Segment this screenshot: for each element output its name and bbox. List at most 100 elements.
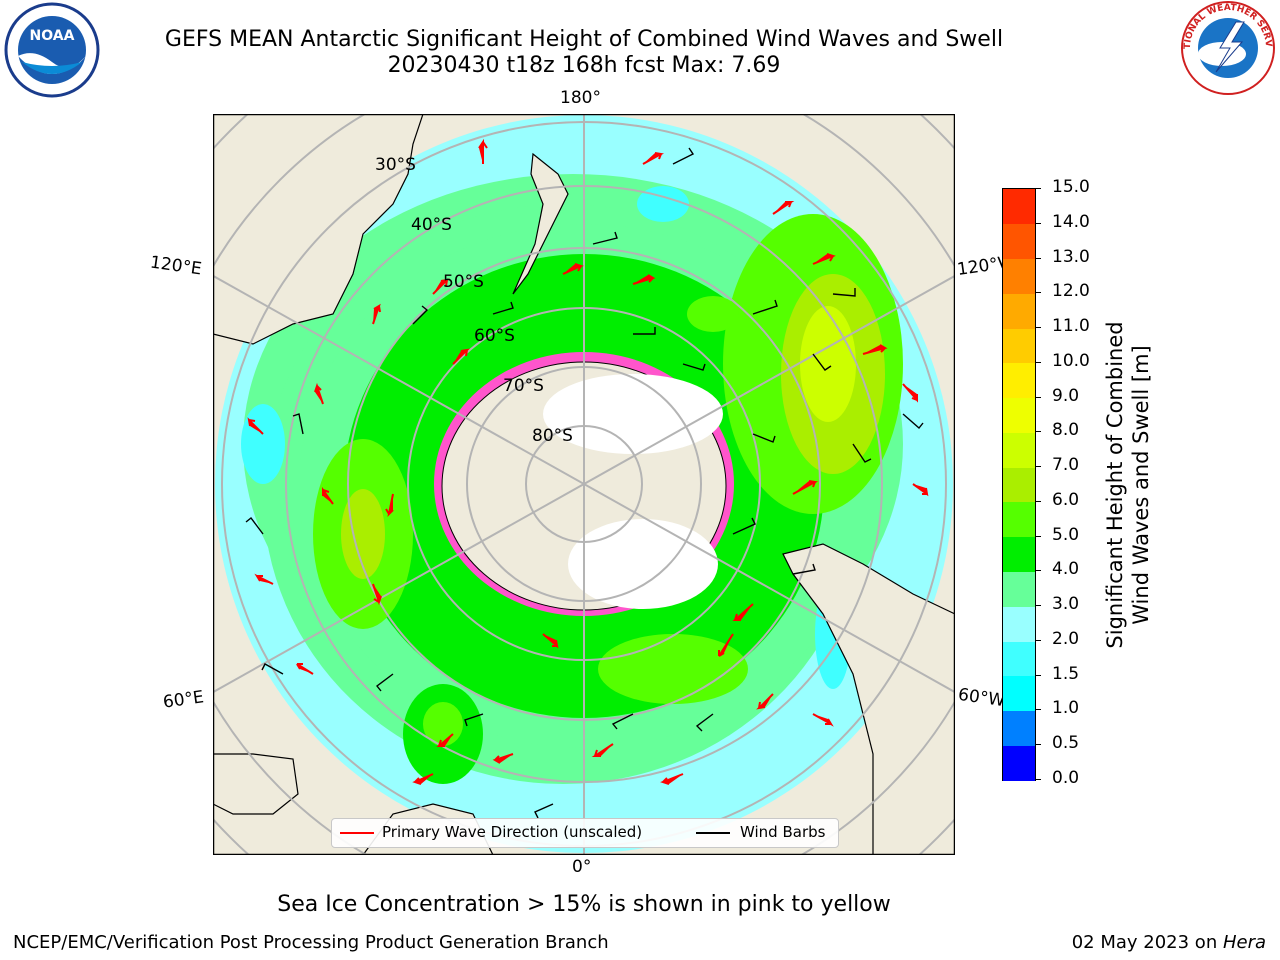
wind-barb — [592, 231, 618, 245]
wave-arrow — [452, 348, 470, 365]
colorbar-tick-label: 5.0 — [1052, 524, 1080, 545]
colorbar-segment — [1003, 710, 1035, 746]
meridian-label-0: 0° — [572, 857, 592, 877]
lat-label-50: 50°S — [443, 272, 484, 292]
colorbar-tick-mark — [1035, 779, 1041, 780]
wave-arrow — [812, 713, 834, 727]
colorbar-tick-label: 8.0 — [1052, 420, 1080, 441]
wave-arrow — [732, 603, 754, 621]
south-america-land — [782, 543, 955, 855]
colorbar-segment — [1003, 362, 1035, 399]
graticule — [213, 114, 955, 855]
wind-barb — [492, 301, 514, 315]
colorbar-tick-label: 2.0 — [1052, 628, 1080, 649]
lat-label-70: 70°S — [503, 376, 544, 396]
colorbar-tick-label: 1.0 — [1052, 698, 1080, 719]
wave-arrow — [718, 633, 734, 657]
colorbar-tick-mark — [1035, 709, 1041, 711]
colorbar-tick-mark — [1035, 188, 1041, 189]
colorbar-label-line1: Significant Height of Combined — [1103, 321, 1127, 649]
wave-arrow — [247, 417, 264, 435]
polar-map: 30°S 40°S 50°S 60°S 70°S 80°S — [212, 113, 956, 856]
wave-arrow — [254, 573, 274, 585]
wave-arrow — [372, 583, 382, 606]
colorbar-segment — [1003, 675, 1035, 712]
colorbar-segment — [1003, 293, 1035, 329]
australia-land — [213, 114, 424, 345]
wave-arrow — [792, 480, 819, 495]
wind-barb — [682, 363, 706, 371]
wind-barb — [245, 517, 264, 535]
wave-arrow — [432, 278, 450, 295]
colorbar-label-line2: Wind Waves and Swell [m] — [1129, 345, 1153, 625]
wave-arrow — [912, 483, 929, 497]
colorbar-tick-mark — [1035, 222, 1041, 224]
madagascar-land — [213, 753, 299, 815]
colorbar-tick-mark — [1035, 570, 1041, 572]
wave-arrow — [478, 138, 488, 164]
colorbar-segment — [1003, 258, 1035, 294]
colorbar-tick-label: 9.0 — [1052, 385, 1080, 406]
footer-left: NCEP/EMC/Verification Post Processing Pr… — [13, 932, 609, 953]
svg-text:NOAA: NOAA — [30, 28, 75, 44]
colorbar-tick-label: 1.5 — [1052, 663, 1080, 684]
wave-arrow — [542, 633, 559, 649]
meridian-label-180: 180° — [560, 88, 601, 108]
colorbar-tick-label: 0.0 — [1052, 768, 1080, 788]
colorbar-label: Significant Height of Combined Wind Wave… — [1102, 321, 1154, 648]
colorbar-tick-mark — [1035, 535, 1041, 537]
colorbar-segment — [1003, 328, 1035, 364]
colorbar-tick-mark — [1035, 605, 1041, 607]
colorbar-tick-label: 12.0 — [1052, 281, 1090, 302]
wind-barb — [832, 288, 856, 297]
colorbar-tick-label: 14.0 — [1052, 211, 1090, 232]
colorbar — [1002, 188, 1036, 781]
wind-barb — [752, 299, 778, 315]
wind-barb — [261, 663, 284, 675]
wind-barb — [695, 713, 714, 732]
colorbar-segment — [1003, 745, 1035, 781]
lat-label-40: 40°S — [411, 215, 452, 235]
meridian-label-60w: 60°W — [956, 684, 1007, 712]
colorbar-segment — [1003, 571, 1035, 607]
nws-logo: NATIONAL WEATHER SERVICE — [1172, 0, 1280, 100]
colorbar-tick-mark — [1035, 500, 1041, 502]
wave-arrow — [756, 693, 774, 710]
lat-label-60: 60°S — [474, 326, 515, 346]
colorbar-segment — [1003, 640, 1035, 677]
footer-host: Hera — [1222, 932, 1266, 953]
colorbar-tick-mark — [1035, 396, 1041, 398]
lat-label-30: 30°S — [375, 155, 416, 175]
wave-arrows — [247, 138, 929, 785]
wave-arrow — [322, 486, 334, 505]
wave-arrow — [902, 383, 918, 403]
colorbar-tick-label: 11.0 — [1052, 316, 1090, 337]
colorbar-segment — [1003, 189, 1035, 225]
colorbar-segment — [1003, 223, 1035, 260]
wind-barb — [412, 305, 429, 325]
wave-arrow — [412, 773, 434, 785]
legend-swatch-wave — [340, 832, 374, 834]
wave-arrow — [385, 493, 394, 518]
map-frame — [212, 113, 956, 856]
footer-right: 02 May 2023 on Hera — [1072, 932, 1266, 953]
wave-arrow — [314, 382, 324, 405]
wind-barb — [534, 803, 554, 819]
wave-arrow — [492, 753, 514, 764]
wave-arrow — [812, 253, 836, 265]
colorbar-tick-label: 4.0 — [1052, 559, 1080, 580]
chart-title: GEFS MEAN Antarctic Significant Height o… — [164, 27, 1004, 52]
wind-barb — [376, 673, 394, 692]
colorbar-tick-mark — [1035, 361, 1041, 363]
chart-subtitle: 20230430 t18z 168h fcst Max: 7.69 — [387, 53, 781, 78]
legend-label-wind: Wind Barbs — [740, 823, 826, 841]
wind-barb — [752, 433, 776, 443]
colorbar-tick-label: 15.0 — [1052, 177, 1090, 197]
sea-ice-caption: Sea Ice Concentration > 15% is shown in … — [277, 892, 891, 917]
wave-arrow — [372, 303, 381, 325]
wind-barb — [732, 517, 756, 535]
footer-date: 02 May 2023 on — [1071, 932, 1223, 953]
meridian-label-60e: 60°E — [161, 687, 206, 713]
wind-barb — [672, 147, 695, 165]
noaa-logo: NOAA — [0, 0, 104, 104]
